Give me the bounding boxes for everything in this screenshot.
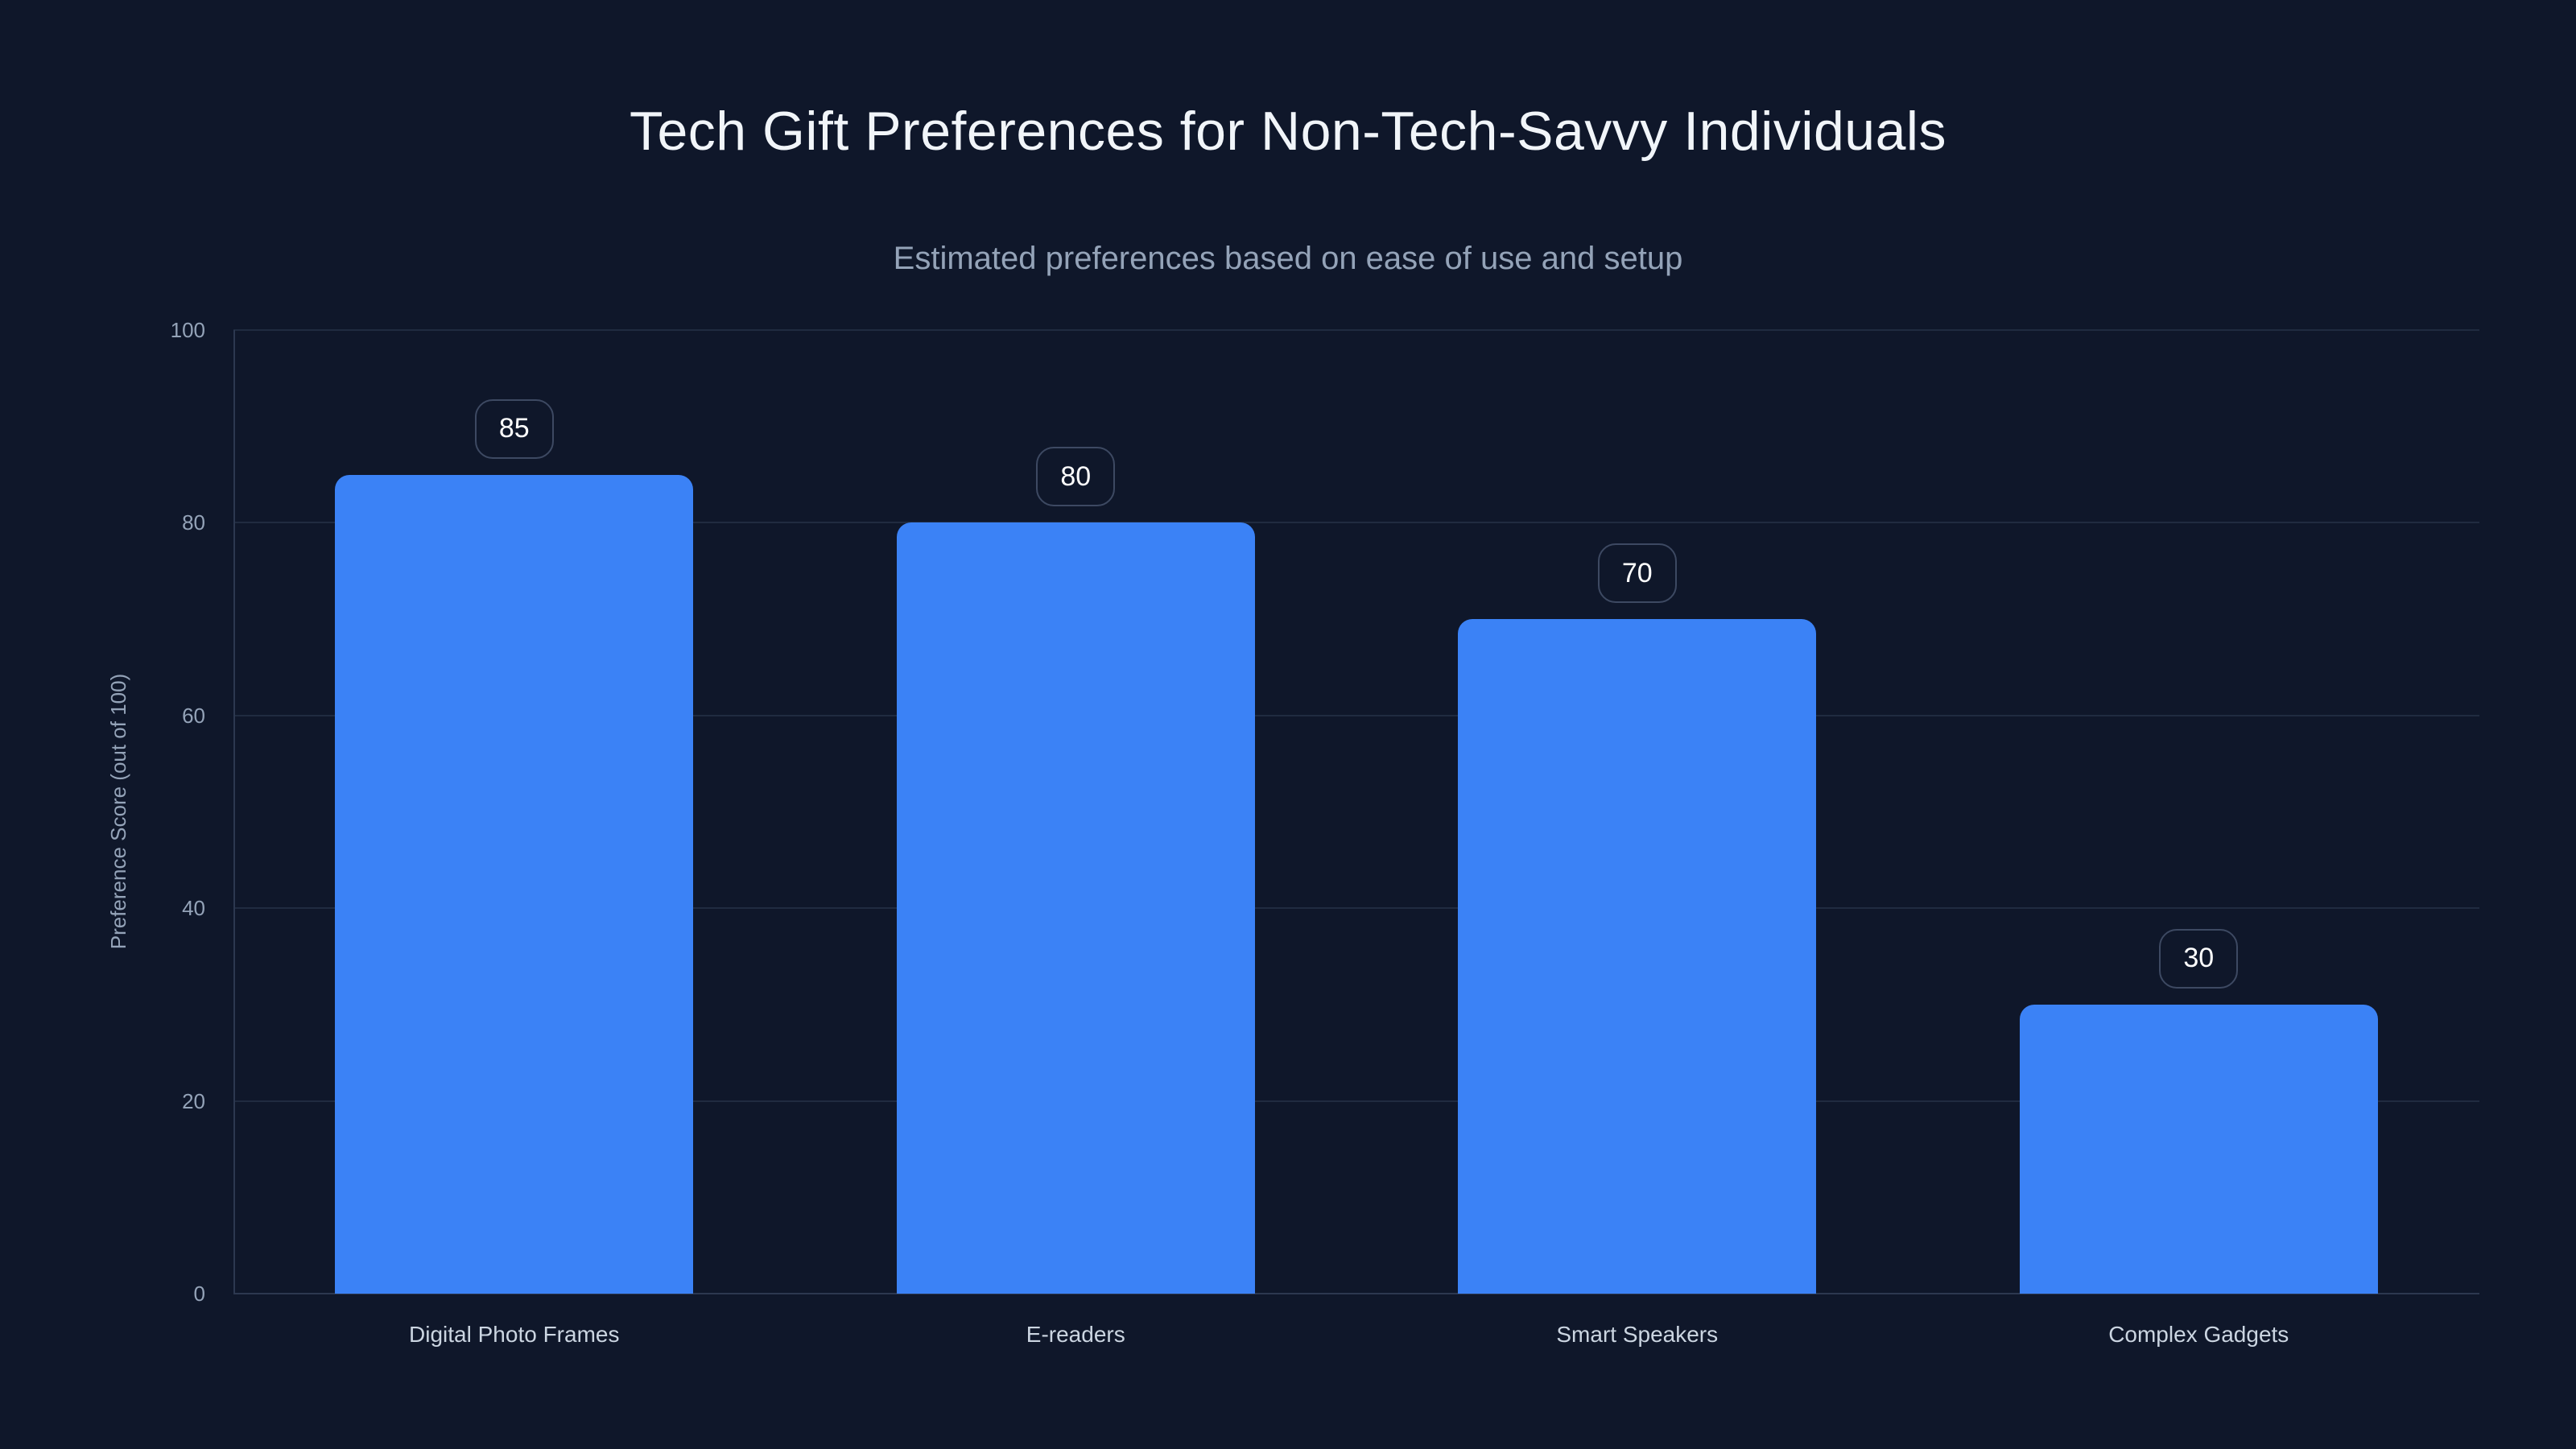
bar-value-badge: 80 [1036, 447, 1116, 507]
y-tick-label-80: 80 [182, 510, 205, 535]
gridline-y-80 [233, 522, 2479, 524]
y-tick-label-20: 20 [182, 1088, 205, 1113]
bar-value-badge: 30 [2159, 928, 2239, 989]
x-category-label: Digital Photo Frames [409, 1322, 620, 1347]
y-axis-line [233, 330, 235, 1294]
gridline-y-20 [233, 1100, 2479, 1102]
bar-value-badge: 70 [1597, 543, 1677, 604]
y-tick-label-0: 0 [193, 1282, 205, 1306]
x-category-label: E-readers [1026, 1322, 1125, 1347]
bar-complex-gadgets[interactable] [2019, 1004, 2378, 1294]
y-axis-title: Preference Score (out of 100) [106, 673, 130, 950]
bar-digital-photo-frames[interactable] [335, 474, 694, 1294]
y-tick-label-60: 60 [182, 703, 205, 728]
gridline-y-40 [233, 907, 2479, 910]
gridline-y-100 [233, 329, 2479, 331]
bar-e-readers[interactable] [896, 522, 1255, 1294]
gridline-y-0 [233, 1293, 2479, 1294]
chart-title: Tech Gift Preferences for Non-Tech-Savvy… [629, 101, 1947, 162]
bar-value-badge: 85 [474, 398, 554, 459]
chart-subtitle: Estimated preferences based on ease of u… [893, 241, 1683, 276]
x-category-label: Complex Gadgets [2108, 1322, 2289, 1347]
y-tick-label-100: 100 [170, 318, 205, 342]
x-category-label: Smart Speakers [1556, 1322, 1719, 1347]
plot-area: 85 80 70 30 [233, 329, 2479, 1294]
gridline-y-60 [233, 714, 2479, 716]
y-tick-label-40: 40 [182, 896, 205, 921]
bar-smart-speakers[interactable] [1458, 619, 1817, 1294]
